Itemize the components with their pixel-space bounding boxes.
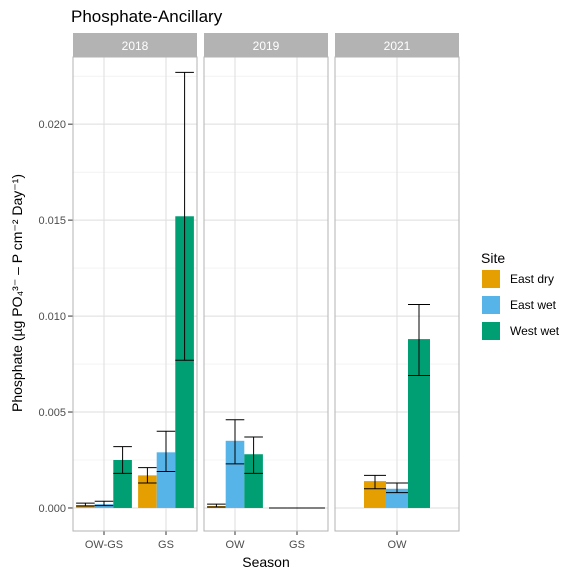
x-tick-label: OW-GS (85, 539, 123, 551)
y-tick-label: 0.000 (38, 503, 66, 515)
legend-swatch (482, 322, 500, 340)
x-tick-label: OW (226, 539, 246, 551)
chart-title: Phosphate-Ancillary (71, 7, 223, 26)
legend-label: East dry (510, 272, 554, 286)
legend-label: East wet (510, 298, 557, 312)
y-tick-label: 0.020 (38, 119, 66, 131)
legend-label: West wet (510, 324, 560, 338)
x-tick-label: GS (158, 539, 174, 551)
y-axis-title: Phosphate (µg PO₄³⁻ – P cm⁻² Day⁻¹) (9, 174, 25, 412)
facet-label: 2018 (122, 39, 149, 53)
x-tick-label: OW (388, 539, 408, 551)
x-axis-title: Season (242, 554, 289, 570)
x-tick-label: GS (289, 539, 305, 551)
y-tick-label: 0.015 (38, 215, 66, 227)
legend-swatch (482, 296, 500, 314)
legend-swatch (482, 270, 500, 288)
y-tick-label: 0.005 (38, 407, 66, 419)
y-tick-label: 0.010 (38, 311, 66, 323)
legend-title: Site (481, 250, 505, 266)
facet-label: 2021 (384, 39, 411, 53)
facet-label: 2019 (253, 39, 280, 53)
plot-area: 0.000 0.005 0.010 0.015 0.020 OW-GS GS 2018 OW GS… (38, 33, 459, 551)
